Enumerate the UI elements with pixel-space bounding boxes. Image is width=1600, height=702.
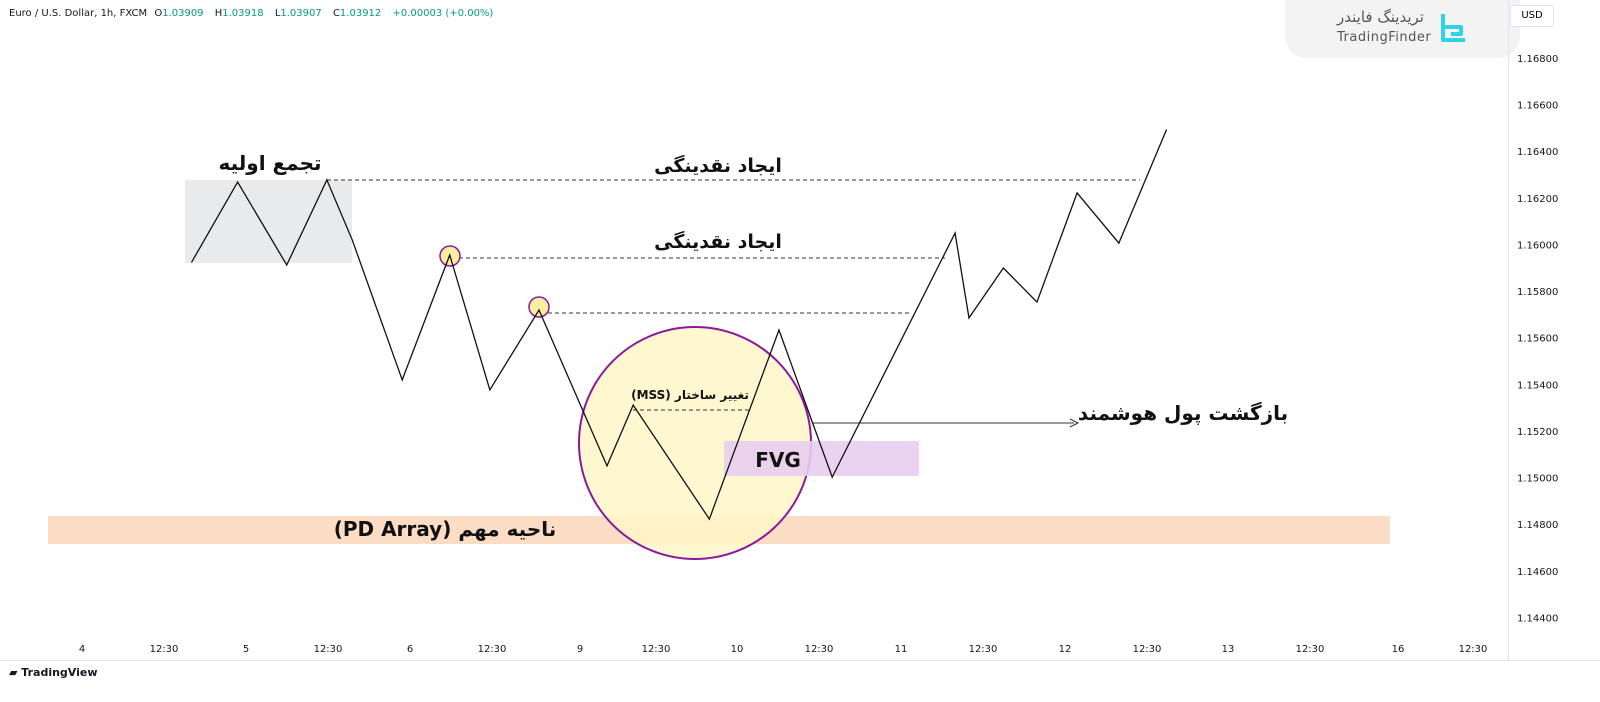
time-tick: 12:30: [1296, 644, 1325, 655]
time-tick: 4: [79, 644, 85, 655]
change-value: +0.00003 (+0.00%): [392, 8, 494, 19]
price-axis-border: [1508, 0, 1509, 660]
time-tick: 10: [731, 644, 744, 655]
price-tick: 1.14800: [1517, 520, 1558, 531]
price-point: [286, 264, 288, 266]
time-tick: 12: [1059, 644, 1072, 655]
symbol-legend[interactable]: Euro / U.S. Dollar, 1h, FXCM O1.03909 H1…: [9, 8, 497, 19]
price-point: [1165, 129, 1167, 131]
time-tick: 12:30: [805, 644, 834, 655]
open-value: 1.03909: [162, 8, 204, 19]
liquidity-point-2: [528, 296, 550, 318]
time-axis-border: [0, 660, 1600, 661]
accumulation-box: [185, 180, 352, 263]
fvg-label: FVG: [755, 448, 801, 472]
price-point: [401, 379, 403, 381]
logo-en-text: TradingFinder: [1337, 30, 1432, 45]
liquidity-label-2: ایجاد نقدینگی: [654, 230, 782, 253]
arrow-head-icon: [1069, 418, 1080, 428]
tradingfinder-icon: [1441, 14, 1465, 42]
price-point: [489, 389, 491, 391]
price-tick: 1.15400: [1517, 380, 1558, 391]
price-point: [831, 476, 833, 478]
time-tick: 11: [895, 644, 908, 655]
price-point: [237, 181, 239, 183]
logo-fa-text: تریدینگ فایندر: [1337, 8, 1424, 26]
price-tick: 1.16400: [1517, 147, 1558, 158]
price-point: [1118, 242, 1120, 244]
price-point: [954, 232, 956, 234]
price-point: [778, 329, 780, 331]
price-tick: 1.15600: [1517, 334, 1558, 345]
smart-money-label: بازگشت پول هوشمند: [1078, 401, 1288, 426]
price-point: [449, 254, 451, 256]
price-tick: 1.16600: [1517, 101, 1558, 112]
price-point: [326, 179, 328, 181]
high-label: H: [214, 8, 223, 19]
time-tick: 12:30: [642, 644, 671, 655]
time-tick: 12:30: [969, 644, 998, 655]
price-tick: 1.14400: [1517, 613, 1558, 624]
price-point: [191, 261, 193, 263]
time-tick: 12:30: [1133, 644, 1162, 655]
time-tick: 6: [407, 644, 413, 655]
high-value: 1.03918: [222, 8, 264, 19]
time-tick: 12:30: [314, 644, 343, 655]
price-point: [968, 317, 970, 319]
price-point: [1036, 301, 1038, 303]
price-tick: 1.15000: [1517, 474, 1558, 485]
liquidity-label-1: ایجاد نقدینگی: [654, 154, 782, 177]
currency-button[interactable]: USD: [1510, 5, 1554, 27]
tradingfinder-logo: تریدینگ فایندر TradingFinder: [1285, 0, 1520, 58]
time-tick: 12:30: [478, 644, 507, 655]
low-value: 1.03907: [280, 8, 322, 19]
time-tick: 12:30: [1459, 644, 1488, 655]
time-tick: 9: [577, 644, 583, 655]
price-tick: 1.15800: [1517, 287, 1558, 298]
price-tick: 1.14600: [1517, 567, 1558, 578]
open-label: O: [154, 8, 163, 19]
tradingview-label: TradingView: [21, 666, 98, 679]
price-point: [351, 239, 353, 241]
accumulation-label: تجمع اولیه: [218, 151, 321, 175]
close-value: 1.03912: [339, 8, 382, 19]
price-tick: 1.16200: [1517, 194, 1558, 205]
price-point: [708, 518, 710, 520]
time-tick: 5: [243, 644, 249, 655]
pd-array-label: ناحیه مهم (PD Array): [334, 517, 557, 541]
time-tick: 13: [1222, 644, 1235, 655]
tradingview-brand[interactable]: ▰ TradingView: [9, 666, 98, 679]
price-tick: 1.15200: [1517, 427, 1558, 438]
symbol-name: Euro / U.S. Dollar, 1h, FXCM: [9, 8, 148, 19]
price-tick: 1.16800: [1517, 54, 1558, 65]
price-point: [606, 465, 608, 467]
price-point: [538, 309, 540, 311]
price-point: [1002, 267, 1004, 269]
mss-label: تغییر ساختار (MSS): [631, 388, 749, 402]
time-tick: 16: [1392, 644, 1405, 655]
price-point: [1076, 192, 1078, 194]
price-tick: 1.16000: [1517, 240, 1558, 251]
time-tick: 12:30: [150, 644, 179, 655]
close-label: C: [332, 8, 340, 19]
price-point: [632, 404, 634, 406]
low-label: L: [274, 8, 281, 19]
tradingview-icon: ▰: [9, 666, 22, 679]
